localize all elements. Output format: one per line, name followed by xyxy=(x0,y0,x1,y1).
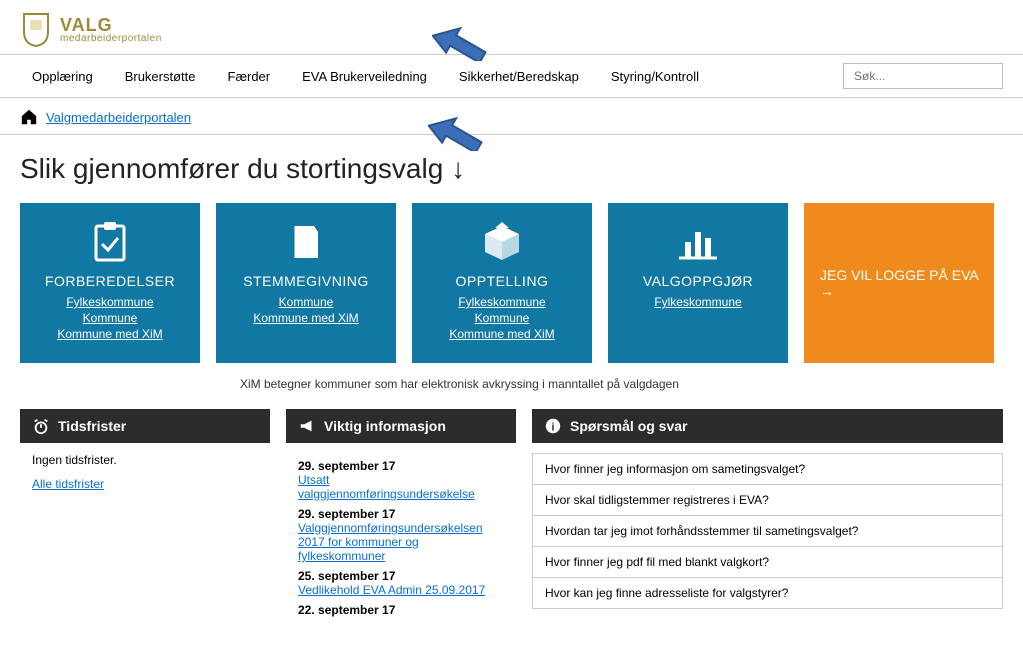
card-link[interactable]: Fylkeskommune xyxy=(57,295,162,309)
deadlines-empty: Ingen tidsfrister. xyxy=(32,453,258,467)
card-link[interactable]: Kommune med XiM xyxy=(253,311,358,325)
search-input[interactable] xyxy=(843,63,1003,89)
card-title: VALGOPPGJØR xyxy=(643,273,753,289)
card-title: STEMMEGIVNING xyxy=(243,273,369,289)
box-open-icon xyxy=(479,219,525,265)
card-title: FORBEREDELSER xyxy=(45,273,175,289)
info-date: 29. september 17 xyxy=(298,507,504,521)
breadcrumb-link[interactable]: Valgmedarbeiderportalen xyxy=(46,110,191,125)
nav-item-styring[interactable]: Styring/Kontroll xyxy=(599,65,711,88)
card-link[interactable]: Kommune med XiM xyxy=(449,327,554,341)
info-link[interactable]: Utsatt valggjennomføringsundersøkelse xyxy=(298,473,475,501)
ballot-icon xyxy=(288,219,324,265)
nav-item-eva-brukerveiledning[interactable]: EVA Brukerveiledning xyxy=(290,65,439,88)
info-circle-icon: i xyxy=(544,417,562,435)
panel-viktig-informasjon: Viktig informasjon 29. september 17 Utsa… xyxy=(286,409,516,627)
all-deadlines-link[interactable]: Alle tidsfrister xyxy=(32,477,104,491)
home-icon[interactable] xyxy=(20,108,38,126)
panel-title: Viktig informasjon xyxy=(324,418,446,434)
card-title: OPPTELLING xyxy=(456,273,549,289)
cards-row: FORBEREDELSER Fylkeskommune Kommune Komm… xyxy=(0,195,1023,373)
faq-list: Hvor finner jeg informasjon om sametings… xyxy=(532,453,1003,609)
bar-chart-icon xyxy=(675,219,721,265)
card-link[interactable]: Kommune xyxy=(449,311,554,325)
info-link[interactable]: Valggjennomføringsundersøkelsen 2017 for… xyxy=(298,521,483,563)
faq-item[interactable]: Hvor kan jeg finne adresseliste for valg… xyxy=(533,578,1002,608)
xim-note: XiM betegner kommuner som har elektronis… xyxy=(0,373,1023,409)
page-title: Slik gjennomfører du stortingsvalg ↓ xyxy=(20,153,465,185)
nav-item-brukerstotte[interactable]: Brukerstøtte xyxy=(113,65,208,88)
megaphone-icon xyxy=(298,417,316,435)
brand-subtitle: medarbeiderportalen xyxy=(60,34,162,44)
faq-item[interactable]: Hvordan tar jeg imot forhåndsstemmer til… xyxy=(533,516,1002,547)
login-text: JEG VIL LOGGE PÅ EVA → xyxy=(820,267,978,299)
nav-item-sikkerhet[interactable]: Sikkerhet/Beredskap xyxy=(447,65,591,88)
site-header: VALG medarbeiderportalen xyxy=(0,0,1023,54)
card-link[interactable]: Kommune med XiM xyxy=(57,327,162,341)
faq-item[interactable]: Hvor finner jeg informasjon om sametings… xyxy=(533,454,1002,485)
panels-row: Tidsfrister Ingen tidsfrister. Alle tids… xyxy=(0,409,1023,627)
brand-name: VALG xyxy=(60,16,162,34)
card-link[interactable]: Kommune xyxy=(57,311,162,325)
info-date: 22. september 17 xyxy=(298,603,504,617)
card-forberedelser[interactable]: FORBEREDELSER Fylkeskommune Kommune Komm… xyxy=(20,203,200,363)
logo-text: VALG medarbeiderportalen xyxy=(60,16,162,44)
logo-crest-icon xyxy=(20,12,52,48)
card-stemmegivning[interactable]: STEMMEGIVNING Kommune Kommune med XiM xyxy=(216,203,396,363)
panel-title: Spørsmål og svar xyxy=(570,418,688,434)
panel-tidsfrister: Tidsfrister Ingen tidsfrister. Alle tids… xyxy=(20,409,270,627)
nav-item-faerder[interactable]: Færder xyxy=(216,65,283,88)
card-opptelling[interactable]: OPPTELLING Fylkeskommune Kommune Kommune… xyxy=(412,203,592,363)
info-date: 29. september 17 xyxy=(298,459,504,473)
breadcrumb: Valgmedarbeiderportalen xyxy=(0,98,1023,135)
panel-sporsmal-og-svar: i Spørsmål og svar Hvor finner jeg infor… xyxy=(532,409,1003,627)
top-nav: Opplæring Brukerstøtte Færder EVA Bruker… xyxy=(0,54,1023,98)
svg-text:i: i xyxy=(552,422,555,434)
faq-item[interactable]: Hvor skal tidligstemmer registreres i EV… xyxy=(533,485,1002,516)
info-link[interactable]: Vedlikehold EVA Admin 25.09.2017 xyxy=(298,583,485,597)
card-link[interactable]: Fylkeskommune xyxy=(449,295,554,309)
clipboard-check-icon xyxy=(90,219,130,265)
card-login-eva[interactable]: JEG VIL LOGGE PÅ EVA → xyxy=(804,203,994,363)
card-valgoppgjor[interactable]: VALGOPPGJØR Fylkeskommune xyxy=(608,203,788,363)
card-link[interactable]: Fylkeskommune xyxy=(654,295,741,309)
panel-title: Tidsfrister xyxy=(58,418,126,434)
info-date: 25. september 17 xyxy=(298,569,504,583)
faq-item[interactable]: Hvor finner jeg pdf fil med blankt valgk… xyxy=(533,547,1002,578)
page-title-row: Slik gjennomfører du stortingsvalg ↓ xyxy=(0,135,1023,195)
card-link[interactable]: Kommune xyxy=(253,295,358,309)
alarm-clock-icon xyxy=(32,417,50,435)
nav-item-opplaering[interactable]: Opplæring xyxy=(20,65,105,88)
